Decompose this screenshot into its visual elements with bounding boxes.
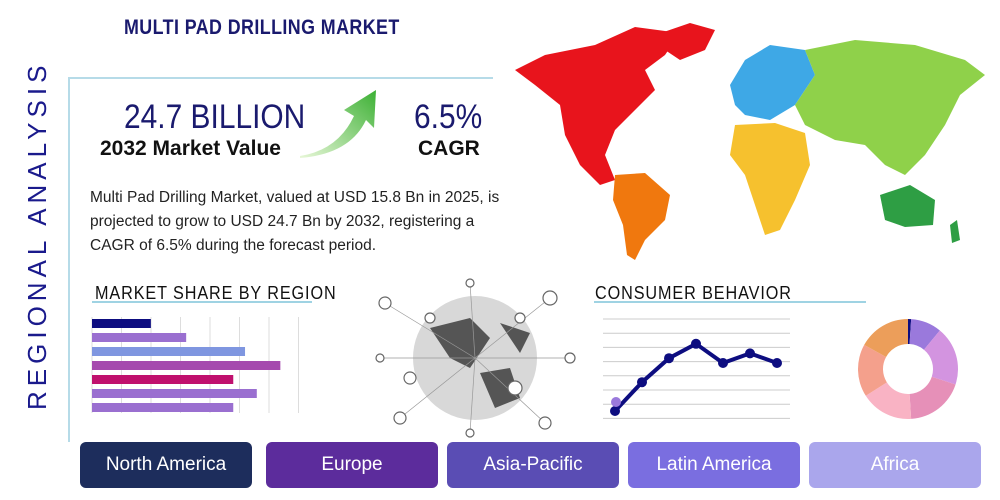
- page-title: MULTI PAD DRILLING MARKET: [124, 16, 400, 39]
- consumer-donut-chart: [858, 319, 958, 419]
- donut-slice: [865, 382, 912, 419]
- description: Multi Pad Drilling Market, valued at USD…: [90, 189, 500, 254]
- line-point: [691, 338, 701, 349]
- donut-slice: [909, 319, 940, 350]
- section-underline: [92, 301, 312, 303]
- bar: [92, 347, 246, 356]
- market-share-bar-chart: [91, 317, 299, 413]
- africa-shape: [730, 123, 810, 235]
- line-point: [745, 348, 755, 359]
- frame-divider: [68, 77, 70, 442]
- world-map: [515, 23, 985, 260]
- bar: [92, 375, 234, 384]
- donut-slice: [858, 344, 887, 396]
- bar: [92, 403, 234, 412]
- donut-slice: [864, 319, 908, 357]
- line-point: [610, 406, 620, 416]
- europe-shape: [730, 45, 815, 120]
- australia-shape: [880, 185, 935, 227]
- line-point: [637, 377, 647, 388]
- bar: [92, 389, 257, 398]
- bar: [92, 361, 281, 370]
- network-globe-image: [375, 278, 576, 438]
- bar: [92, 333, 187, 342]
- region-button-africa[interactable]: Africa: [809, 442, 981, 488]
- region-button-latin-america[interactable]: Latin America: [628, 442, 800, 488]
- consumer-line-chart: [603, 318, 790, 419]
- south-america-shape: [613, 173, 670, 260]
- cagr-label: CAGR: [418, 137, 480, 160]
- region-button-asia-pacific[interactable]: Asia-Pacific: [447, 442, 619, 488]
- region-button-europe[interactable]: Europe: [266, 442, 438, 488]
- greenland-shape: [655, 23, 715, 60]
- region-button-north-america[interactable]: North America: [80, 442, 252, 488]
- cagr-value: 6.5%: [414, 98, 483, 136]
- donut-slice: [909, 376, 956, 419]
- donut-slice: [908, 319, 912, 345]
- market-share-title: MARKET SHARE BY REGION: [95, 283, 337, 303]
- line-point: [718, 358, 728, 368]
- frame-divider: [68, 77, 493, 79]
- nz-shape: [950, 220, 960, 243]
- line-point: [664, 353, 674, 364]
- consumer-behavior-title: CONSUMER BEHAVIOR: [595, 283, 792, 303]
- growth-arrow-icon: [300, 90, 376, 158]
- line-point-start: [611, 397, 621, 407]
- line-point: [772, 358, 782, 368]
- north-america-shape: [515, 27, 680, 185]
- bar: [92, 319, 151, 328]
- market-value: 24.7 BILLION: [124, 98, 306, 136]
- market-value-label: 2032 Market Value: [100, 137, 281, 160]
- donut-slice: [923, 330, 958, 385]
- asia-shape: [795, 40, 985, 175]
- side-title: REGIONAL ANALYSIS: [22, 60, 52, 410]
- section-underline: [594, 301, 866, 303]
